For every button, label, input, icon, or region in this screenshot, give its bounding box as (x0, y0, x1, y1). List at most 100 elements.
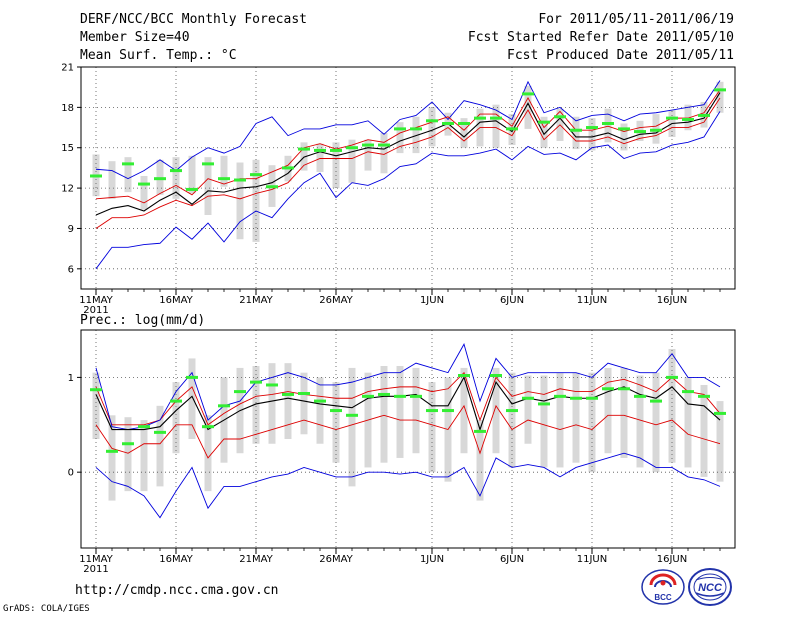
spread-box (172, 382, 180, 454)
y-tick-label: 21 (61, 63, 74, 74)
x-tick-label: 21MAY (239, 295, 273, 306)
chart-title: DERF/NCC/BCC Monthly Forecast (80, 12, 307, 27)
series-line-mean (95, 92, 721, 216)
precip-label: Prec.: log(mm/d) (80, 313, 206, 328)
spread-box (716, 401, 724, 482)
spread-box (220, 155, 228, 187)
x-tick-label: 6JUN (500, 554, 524, 565)
series-line-min (95, 80, 721, 180)
spread-box (412, 367, 420, 454)
x-tick-label: 1JUN (420, 554, 444, 565)
spread-box (140, 420, 148, 492)
spread-box (620, 367, 628, 458)
spread-box (556, 372, 564, 468)
spread-box (188, 358, 196, 439)
series-line-upper (95, 371, 721, 426)
spread-box (108, 415, 116, 501)
spread-box (604, 108, 612, 143)
spread-box (92, 372, 100, 439)
series-line-mean (95, 376, 721, 432)
x-tick-label: 11JUN (577, 554, 607, 565)
spread-box (124, 417, 132, 492)
spread-box (524, 375, 532, 444)
spread-box (620, 123, 628, 151)
plot-frame (80, 66, 736, 290)
variable-label: Mean Surf. Temp.: °C (80, 48, 237, 63)
spread-box (380, 366, 388, 463)
bcc-logo-text: BCC (654, 593, 672, 602)
spread-box (108, 161, 116, 199)
x-tick-label: 11JUN (577, 295, 607, 306)
spread-box (380, 132, 388, 174)
grads-credit: GrADS: COLA/IGES (3, 604, 90, 614)
spread-box (124, 157, 132, 193)
x-year-label: 2011 (83, 305, 108, 316)
spread-box (572, 372, 580, 463)
spread-box (572, 116, 580, 150)
spread-box (236, 162, 244, 240)
spread-box (540, 116, 548, 148)
spread-box (508, 372, 516, 468)
series-line-max (95, 343, 721, 430)
plot-frame (80, 329, 736, 549)
x-tick-label: 26MAY (319, 554, 353, 565)
spread-box (540, 375, 548, 468)
spread-box (332, 142, 340, 189)
spread-box (492, 104, 500, 148)
spread-box (204, 157, 212, 215)
y-tick-label: 6 (68, 264, 74, 275)
spread-box (492, 367, 500, 454)
panel-precipitation: 0 1 11MAY 16MAY 21MAY 26MAY 1JUN 6JUN 11JUN 16JUN… (68, 329, 736, 575)
x-tick-label: 16MAY (159, 295, 193, 306)
series-line-lower (95, 404, 721, 459)
spread-box (460, 118, 468, 148)
spread-box (684, 104, 692, 131)
spread-box (252, 159, 260, 242)
spread-box (428, 107, 436, 147)
y-tick-label: 9 (68, 224, 74, 235)
spread-box (460, 367, 468, 454)
series-line-lower (95, 97, 721, 229)
source-url[interactable]: http://cmdp.ncc.cma.gov.cn (75, 583, 279, 598)
spread-box (252, 366, 260, 444)
spread-box (716, 81, 724, 113)
bcc-logo: BCC (641, 569, 685, 605)
y-tick-label: 1 (68, 373, 74, 384)
x-tick-label: 26MAY (319, 295, 353, 306)
forecast-produced-date: Fcst Produced Date 2011/05/11 (507, 48, 734, 63)
x-tick-label: 6JUN (500, 295, 524, 306)
y-tick-label: 0 (68, 468, 74, 479)
y-tick-label: 15 (61, 143, 74, 154)
x-year-label: 2011 (83, 564, 108, 575)
ncc-logo: NCC (688, 568, 732, 606)
spread-box (668, 348, 676, 463)
forecast-start-date: Fcst Started Refer Date 2011/05/10 (467, 30, 734, 45)
spread-box (284, 363, 292, 439)
spread-box (684, 377, 692, 468)
spread-box (396, 122, 404, 154)
series-line-upper (95, 89, 721, 204)
spread-box (652, 372, 660, 473)
spread-box (412, 116, 420, 154)
spread-box (300, 142, 308, 171)
spread-box (204, 415, 212, 492)
member-size: Member Size=40 (80, 30, 190, 45)
spread-box (604, 367, 612, 454)
spread-box (300, 372, 308, 435)
forecast-period: For 2011/05/11-2011/06/19 (538, 12, 734, 27)
x-tick-label: 1JUN (420, 295, 444, 306)
x-tick-label: 16MAY (159, 554, 193, 565)
spread-box (700, 384, 708, 477)
series-line-max (95, 111, 721, 270)
spread-box (636, 375, 644, 468)
spread-box (316, 143, 324, 172)
spread-box (172, 157, 180, 199)
x-tick-label: 11MAY (79, 295, 113, 306)
spread-box (156, 405, 164, 487)
x-tick-label: 11MAY (79, 554, 113, 565)
y-tick-label: 12 (61, 184, 74, 195)
x-tick-label: 21MAY (239, 554, 273, 565)
spread-box (348, 367, 356, 487)
spread-box (588, 118, 596, 151)
